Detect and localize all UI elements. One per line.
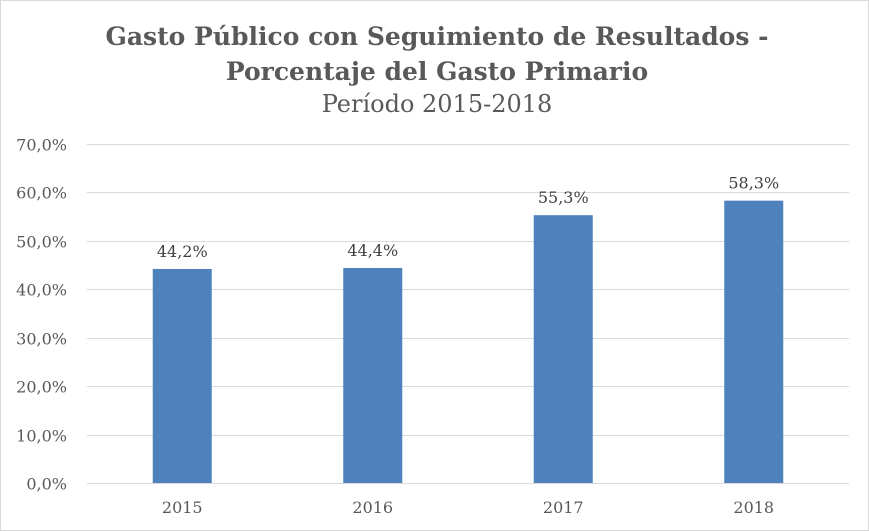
- x-tick-label-2015: 2015: [162, 498, 203, 517]
- y-axis-tick-labels: 0,0% 10,0% 20,0% 30,0% 40,0% 50,0% 60,0% 70,0%: [16, 136, 67, 494]
- data-label-2015: 44,2%: [157, 242, 208, 261]
- data-label-2018: 58,3%: [728, 174, 779, 193]
- data-labels: 44,2% 44,4% 55,3% 58,3%: [157, 174, 779, 261]
- y-tick-label-1: 10,0%: [16, 427, 67, 446]
- data-label-2016: 44,4%: [347, 241, 398, 260]
- y-tick-label-7: 70,0%: [16, 136, 67, 155]
- y-tick-label-5: 50,0%: [16, 233, 67, 252]
- chart-title-line2: Porcentaje del Gasto Primario: [226, 57, 648, 86]
- chart-subtitle: Período 2015-2018: [322, 90, 553, 118]
- chart-title-line1: Gasto Público con Seguimiento de Resulta…: [105, 22, 768, 51]
- y-tick-label-0: 0,0%: [26, 475, 67, 494]
- bar-2017: [533, 215, 593, 483]
- bars: [152, 200, 784, 483]
- x-axis-tick-labels: 2015 2016 2017 2018: [162, 498, 774, 517]
- x-tick-label-2017: 2017: [543, 498, 584, 517]
- y-tick-label-6: 60,0%: [16, 184, 67, 203]
- y-tick-label-2: 20,0%: [16, 378, 67, 397]
- data-label-2017: 55,3%: [538, 188, 589, 207]
- x-tick-label-2018: 2018: [733, 498, 774, 517]
- bar-2018: [724, 200, 784, 483]
- y-tick-label-4: 40,0%: [16, 281, 67, 300]
- x-tick-label-2016: 2016: [352, 498, 393, 517]
- bar-2016: [343, 267, 403, 483]
- y-tick-label-3: 30,0%: [16, 330, 67, 349]
- bar-2015: [152, 268, 212, 483]
- gridlines: [87, 144, 849, 484]
